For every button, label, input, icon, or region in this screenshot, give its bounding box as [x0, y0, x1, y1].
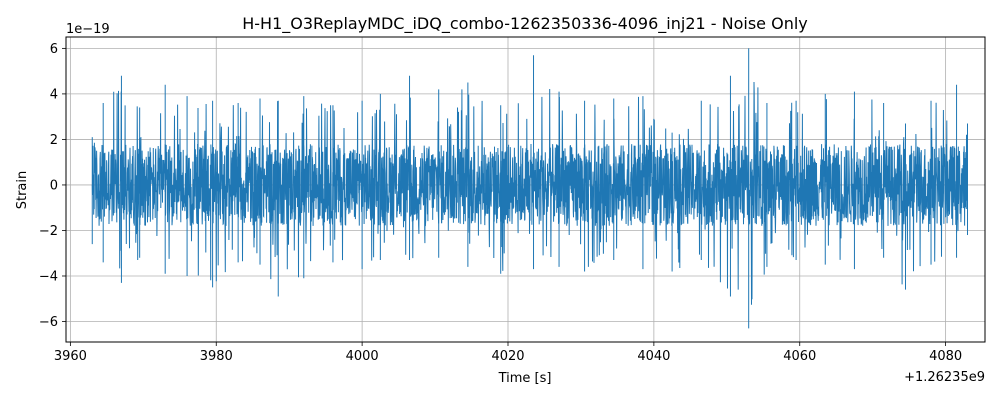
- y-tick-label: 0: [50, 178, 58, 193]
- x-tick-label: 3980: [200, 349, 233, 364]
- waveform-series: [91, 48, 968, 329]
- plot-frame: [65, 36, 986, 343]
- x-tick-label: 4040: [637, 349, 670, 364]
- y-tick-label: 6: [50, 42, 58, 57]
- y-tick-label: −2: [39, 224, 58, 239]
- x-tick-label: 4000: [346, 349, 379, 364]
- y-scale-label: 1e−19: [66, 22, 110, 37]
- y-tick-label: 2: [50, 133, 58, 148]
- x-tick-label: 4080: [929, 349, 962, 364]
- axis-ticks: 3960 3980 4000 4020 4040 4060 4080 −6 −4 −2 0 2 4 6: [39, 42, 962, 364]
- x-offset-label: +1.26235e9: [904, 370, 985, 385]
- y-axis-label: Strain: [15, 171, 30, 210]
- x-tick-label: 4060: [783, 349, 816, 364]
- x-tick-label: 3960: [54, 349, 87, 364]
- y-tick-label: −6: [39, 315, 58, 330]
- y-tick-label: 4: [50, 87, 58, 102]
- y-tick-label: −4: [39, 269, 58, 284]
- x-axis-label: Time [s]: [498, 371, 552, 386]
- x-tick-label: 4020: [491, 349, 524, 364]
- chart-title: H-H1_O3ReplayMDC_iDQ_combo-1262350336-40…: [242, 14, 808, 34]
